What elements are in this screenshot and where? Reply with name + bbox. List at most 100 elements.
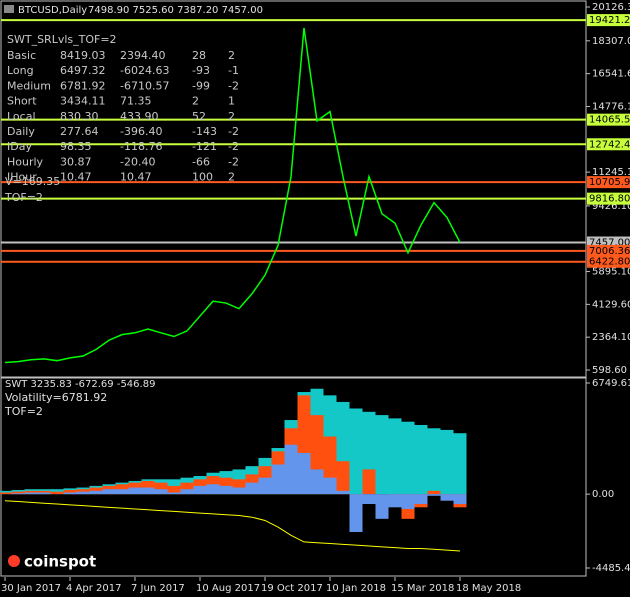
info-cell: 6497.32 [60,64,106,77]
info-cell: 830.30 [60,110,99,123]
x-tick-label: 7 Jun 2017 [131,583,185,594]
info-cell: 71.35 [120,95,152,108]
info-cell: 6781.92 [60,79,106,92]
y-tick-label: 14776.10 [592,101,630,112]
y-tick-label: 20126.36 [592,2,630,13]
indicator-bar [427,494,441,496]
indicator-bar [271,464,285,495]
indicator-line [4,500,461,552]
level-label: 7006.36 [589,246,630,257]
indicator-tof: TOF=2 [4,405,43,418]
info-cell: Short [7,95,37,108]
price-line [4,27,461,364]
x-tick-label: 19 Oct 2017 [261,583,323,594]
indicator-panel-frame [0,377,587,577]
indicator-bar [388,418,402,495]
info-cell: IDay [7,140,32,153]
price-panel-frame [0,0,587,378]
info-cell: 2 [228,49,235,62]
info-cell: Local [7,110,36,123]
info-cell: 433.90 [120,110,159,123]
x-tick-label: 15 Mar 2018 [391,583,454,594]
level-label: 10705.93 [589,177,630,188]
info-cell: -121 [192,140,217,153]
info-cell: IHour [7,171,37,184]
indicator-bar [427,428,441,495]
indicator-bar [24,492,38,495]
info-cell: 10.47 [60,171,92,184]
info-cell: 2 [228,110,235,123]
indicator-bar [63,492,77,495]
indicator-bar [336,461,350,495]
info-cell: -99 [192,79,210,92]
indicator-bar [37,492,51,495]
info-cell: 3434.11 [60,95,106,108]
indicator-bar [167,492,181,495]
indicator-bar [388,494,402,508]
indicator-bar [414,494,428,505]
indicator-bar [414,424,428,495]
x-tick-label: 30 Jan 2017 [1,583,61,594]
logo-icon [8,555,20,567]
info-cell: -6024.63 [120,64,169,77]
indicator-bar [401,421,415,495]
indicator-bar [453,494,467,505]
info-cell: -2 [228,155,239,168]
indicator-bar [180,489,194,495]
x-tick-label: 10 Aug 2017 [196,583,260,594]
indicator-bar [89,490,103,495]
info-cell: 98.35 [60,140,92,153]
indicator-bar [219,485,233,495]
indicator-bar [284,444,298,495]
indicator-bar [37,490,51,495]
level-box [587,255,630,268]
info-cell: Daily [7,125,35,138]
info-cell: -93 [192,64,210,77]
info-cell: 2 [192,95,199,108]
level-box [587,138,630,151]
indicator-bar [50,491,64,495]
info-cell: 277.64 [60,125,99,138]
indicator-bar [375,494,389,519]
y-tick-label: 0.00 [592,489,614,500]
indicator-bar [258,477,272,495]
indicator-bar [11,493,25,495]
indicator-bar [232,487,246,495]
indicator-bar [154,482,168,495]
indicator-bar [180,482,194,495]
indicator-bar [141,487,155,495]
indicator-bar [102,489,116,495]
indicator-bar [63,490,77,495]
y-tick-label: -4485.49 [592,563,630,574]
level-box [587,113,630,126]
indicator-bar [128,487,142,495]
level-box [587,192,630,205]
info-cell: -66 [192,155,210,168]
x-tick-label: 10 Jan 2018 [326,583,386,594]
info-cell: 1 [228,95,235,108]
info-cell: -118.76 [120,140,162,153]
level-label: 19421.20 [589,15,630,26]
indicator-bar [76,491,90,495]
info-cell: -2 [228,125,239,138]
indicator-bar [349,494,363,533]
level-label: 14065.51 [589,115,630,126]
indicator-bar [245,482,259,495]
indicator-bar [115,489,129,495]
y-tick-label: 16541.60 [592,69,630,80]
indicator-title: SWT 3235.83 -672.69 -546.89 [5,379,155,390]
info-cell: 30.87 [60,155,92,168]
y-tick-label: 6749.61 [592,378,630,389]
info-cell: 10.47 [120,171,152,184]
info-cell: Medium [7,79,51,92]
indicator-bar [0,492,12,495]
info-table: SWT_SRLvls_TOF=2 Basic 8419.03 2394.40 28 2 Lo… [4,33,239,204]
indicator-bar [440,494,454,501]
info-cell: 100 [192,171,213,184]
y-tick-label: 4129.60 [592,299,630,310]
info-cell: -20.40 [120,155,155,168]
y-tick-label: 598.60 [592,365,627,376]
indicator-bar [453,433,467,495]
info-cell: Long [7,64,34,77]
level-label: 7457.00 [589,238,630,249]
